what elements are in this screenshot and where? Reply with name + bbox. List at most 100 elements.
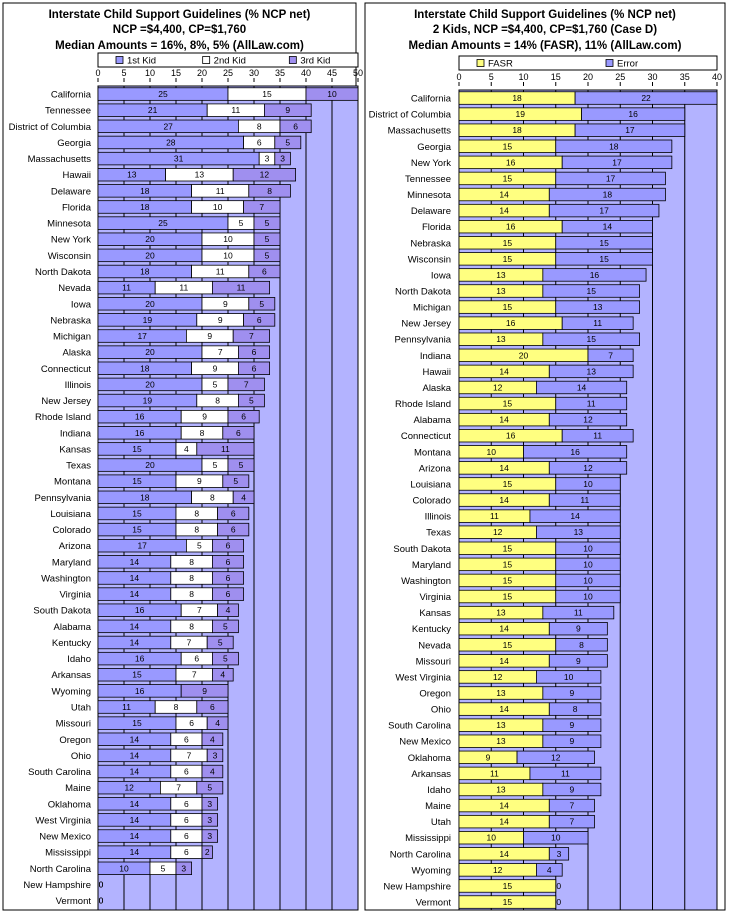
data-label: 14 bbox=[130, 589, 140, 599]
category-label: Pennsylvania bbox=[34, 493, 91, 504]
data-label: 12 bbox=[583, 463, 593, 473]
data-label: 20 bbox=[519, 350, 529, 360]
category-label: Arizona bbox=[59, 541, 92, 552]
category-label: Alabama bbox=[414, 415, 452, 426]
data-label: 14 bbox=[499, 849, 509, 859]
data-label: 5 bbox=[161, 863, 166, 873]
bar-segment bbox=[227, 409, 260, 424]
data-label: 13 bbox=[496, 688, 506, 698]
data-label: 10 bbox=[487, 447, 497, 457]
data-label: 6 bbox=[231, 508, 236, 518]
data-label: 4 bbox=[184, 444, 189, 454]
bar-segment bbox=[263, 103, 312, 117]
data-label: 6 bbox=[262, 266, 267, 276]
bar-segment bbox=[237, 361, 270, 375]
data-label: 13 bbox=[593, 302, 603, 312]
data-label: 15 bbox=[132, 718, 142, 728]
category-label: Illinois bbox=[425, 512, 452, 523]
bar-segment bbox=[555, 573, 621, 588]
category-label: Maryland bbox=[52, 557, 91, 568]
x-tick-label: 15 bbox=[551, 72, 561, 82]
legend-swatch bbox=[605, 59, 614, 67]
bar-segment bbox=[516, 750, 595, 764]
category-label: Texas bbox=[426, 528, 451, 539]
category-label: North Dakota bbox=[35, 267, 92, 278]
bar-segment bbox=[555, 171, 666, 186]
data-label: 8 bbox=[194, 508, 199, 518]
data-label: 18 bbox=[140, 492, 150, 502]
data-label: 13 bbox=[574, 527, 584, 537]
data-label: 15 bbox=[503, 559, 513, 569]
data-label: 8 bbox=[189, 621, 194, 631]
category-label: Ohio bbox=[431, 705, 451, 716]
data-label: 11 bbox=[237, 283, 246, 293]
bar-segment bbox=[222, 426, 255, 440]
category-label: Illinois bbox=[65, 380, 92, 391]
data-label: 12 bbox=[124, 783, 134, 793]
data-label: 18 bbox=[140, 266, 150, 276]
data-label: 9 bbox=[570, 688, 575, 698]
data-label: 16 bbox=[628, 109, 638, 119]
data-label: 6 bbox=[194, 654, 199, 664]
category-label: North Carolina bbox=[30, 864, 92, 875]
bar-segment bbox=[542, 605, 615, 620]
x-tick-label: 25 bbox=[615, 72, 625, 82]
category-label: South Dakota bbox=[393, 544, 451, 555]
x-tick-label: 15 bbox=[171, 68, 181, 78]
x-tick-label: 50 bbox=[353, 68, 363, 78]
category-label: New Hampshire bbox=[383, 881, 451, 892]
data-label: 11 bbox=[490, 511, 499, 521]
data-label: 6 bbox=[252, 347, 257, 357]
category-label: Nevada bbox=[418, 640, 451, 651]
data-label: 6 bbox=[189, 718, 194, 728]
data-label: 17 bbox=[599, 206, 609, 216]
data-label: 13 bbox=[586, 366, 596, 376]
category-label: Louisiana bbox=[410, 479, 451, 490]
bar-segment bbox=[555, 139, 673, 153]
bar-segment bbox=[196, 442, 255, 456]
chart-title-line: NCP =$4,400, CP=$1,760 bbox=[113, 24, 246, 36]
bar-segment bbox=[542, 782, 602, 797]
bar-segment bbox=[548, 412, 628, 427]
data-label: 5 bbox=[239, 218, 244, 228]
category-label: Oregon bbox=[59, 735, 91, 746]
data-label: 8 bbox=[267, 186, 272, 196]
category-label: New York bbox=[51, 235, 91, 246]
data-label: 8 bbox=[189, 573, 194, 583]
data-label: 15 bbox=[599, 254, 609, 264]
bar-segment bbox=[555, 638, 608, 652]
bar-segment bbox=[237, 345, 270, 359]
data-label: 11 bbox=[593, 318, 602, 328]
bar-segment bbox=[175, 861, 192, 875]
bar-segment bbox=[201, 829, 219, 843]
bar-segment bbox=[253, 232, 281, 246]
bar-segment bbox=[201, 764, 224, 779]
data-label: 11 bbox=[221, 444, 230, 454]
data-label: 9 bbox=[223, 299, 228, 309]
bar-segment bbox=[548, 702, 602, 716]
data-label: 8 bbox=[210, 492, 215, 502]
data-label: 3 bbox=[181, 863, 186, 873]
bar-segment bbox=[458, 895, 557, 909]
data-label: 5 bbox=[218, 637, 223, 647]
data-label: 17 bbox=[625, 125, 635, 135]
data-label: 18 bbox=[140, 202, 150, 212]
category-label: Missouri bbox=[416, 656, 451, 667]
data-label: 15 bbox=[503, 173, 513, 183]
data-label: 6 bbox=[293, 121, 298, 131]
data-label: 11 bbox=[574, 608, 583, 618]
data-label: 11 bbox=[179, 283, 188, 293]
bar-segment bbox=[196, 780, 224, 795]
bar-segment bbox=[232, 490, 255, 505]
data-label: 14 bbox=[499, 704, 509, 714]
data-label: 12 bbox=[260, 170, 270, 180]
data-label: 9 bbox=[218, 315, 223, 325]
legend-label: 2nd Kid bbox=[214, 56, 246, 67]
category-label: Delaware bbox=[411, 206, 451, 217]
category-label: Rhode Island bbox=[395, 399, 451, 410]
data-label: 7 bbox=[218, 347, 223, 357]
category-label: Idaho bbox=[67, 654, 91, 665]
data-label: 20 bbox=[145, 379, 155, 389]
bar-segment bbox=[206, 748, 224, 763]
data-label: 13 bbox=[496, 784, 506, 794]
